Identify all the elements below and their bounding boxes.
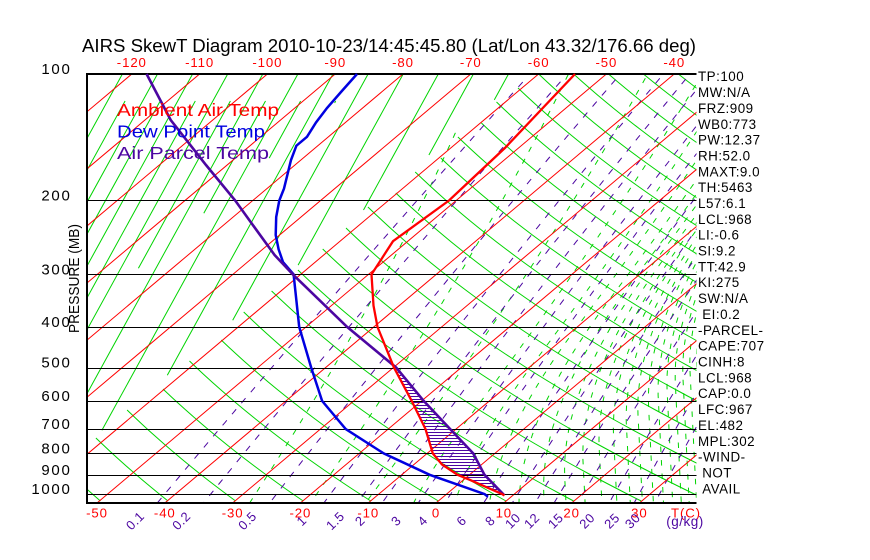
svg-text:T(C): T(C) — [671, 506, 701, 521]
svg-text:-80: -80 — [392, 55, 414, 70]
svg-text:TP:100: TP:100 — [698, 69, 744, 84]
svg-text:LI:-0.6: LI:-0.6 — [698, 228, 739, 243]
svg-text:LFC:967: LFC:967 — [698, 402, 753, 417]
svg-text:20: 20 — [563, 506, 579, 521]
svg-text:900: 900 — [41, 462, 71, 479]
svg-text:AIRS SkewT Diagram 2010-10-23/: AIRS SkewT Diagram 2010-10-23/14:45:45.8… — [82, 36, 696, 56]
svg-text:-100: -100 — [252, 55, 282, 70]
svg-text:TH:5463: TH:5463 — [698, 180, 753, 195]
svg-text:CINH:8: CINH:8 — [698, 355, 745, 370]
svg-text:FRZ:909: FRZ:909 — [698, 101, 754, 116]
svg-text:400: 400 — [41, 314, 71, 331]
svg-text:10: 10 — [496, 506, 512, 521]
svg-text:(g/kg): (g/kg) — [666, 514, 704, 529]
svg-text:800: 800 — [41, 440, 71, 457]
svg-text:PW:12.37: PW:12.37 — [698, 133, 761, 148]
svg-text:-10: -10 — [357, 506, 379, 521]
svg-text:30: 30 — [631, 506, 647, 521]
svg-text:L57:6.1: L57:6.1 — [698, 196, 746, 211]
svg-text:Ambient Air Temp: Ambient Air Temp — [117, 100, 279, 120]
svg-text:EI:0.2: EI:0.2 — [698, 307, 740, 322]
svg-text:500: 500 — [41, 355, 71, 372]
svg-text:-70: -70 — [460, 55, 482, 70]
svg-text:-50: -50 — [596, 55, 618, 70]
svg-text:-40: -40 — [154, 506, 176, 521]
svg-text:-30: -30 — [222, 506, 244, 521]
svg-text:PRESSURE (MB): PRESSURE (MB) — [67, 224, 83, 333]
svg-text:-90: -90 — [324, 55, 346, 70]
svg-text:CAP:0.0: CAP:0.0 — [698, 386, 751, 401]
svg-text:-60: -60 — [528, 55, 550, 70]
svg-text:KI:275: KI:275 — [698, 275, 740, 290]
svg-text:LCL:968: LCL:968 — [698, 212, 752, 227]
svg-text:TT:42.9: TT:42.9 — [698, 259, 746, 274]
svg-text:Air Parcel Temp: Air Parcel Temp — [117, 143, 269, 163]
svg-text:-WIND-: -WIND- — [698, 450, 746, 465]
svg-text:-40: -40 — [663, 55, 685, 70]
svg-text:EL:482: EL:482 — [698, 418, 743, 433]
svg-text:WB0:773: WB0:773 — [698, 117, 757, 132]
svg-text:SI:9.2: SI:9.2 — [698, 244, 736, 259]
svg-text:600: 600 — [41, 388, 71, 405]
svg-text:CAPE:707: CAPE:707 — [698, 339, 765, 354]
svg-text:NOT: NOT — [698, 465, 732, 480]
svg-text:200: 200 — [41, 188, 71, 205]
svg-text:LCL:968: LCL:968 — [698, 370, 752, 385]
svg-text:MAXT:9.0: MAXT:9.0 — [698, 164, 760, 179]
svg-text:AVAIL: AVAIL — [698, 481, 741, 496]
svg-text:MPL:302: MPL:302 — [698, 434, 755, 449]
svg-text:300: 300 — [41, 261, 71, 278]
svg-text:1000: 1000 — [31, 481, 71, 498]
svg-text:Dew Point Temp: Dew Point Temp — [117, 122, 265, 142]
svg-text:-120: -120 — [117, 55, 147, 70]
svg-text:700: 700 — [41, 416, 71, 433]
svg-text:-20: -20 — [290, 506, 312, 521]
svg-text:SW:N/A: SW:N/A — [698, 291, 748, 306]
svg-text:0: 0 — [432, 506, 440, 521]
svg-text:-PARCEL-: -PARCEL- — [698, 323, 764, 338]
svg-text:RH:52.0: RH:52.0 — [698, 148, 751, 163]
svg-text:100: 100 — [41, 61, 71, 78]
svg-text:-50: -50 — [86, 506, 108, 521]
svg-text:MW:N/A: MW:N/A — [698, 85, 751, 100]
svg-text:-110: -110 — [185, 55, 214, 70]
